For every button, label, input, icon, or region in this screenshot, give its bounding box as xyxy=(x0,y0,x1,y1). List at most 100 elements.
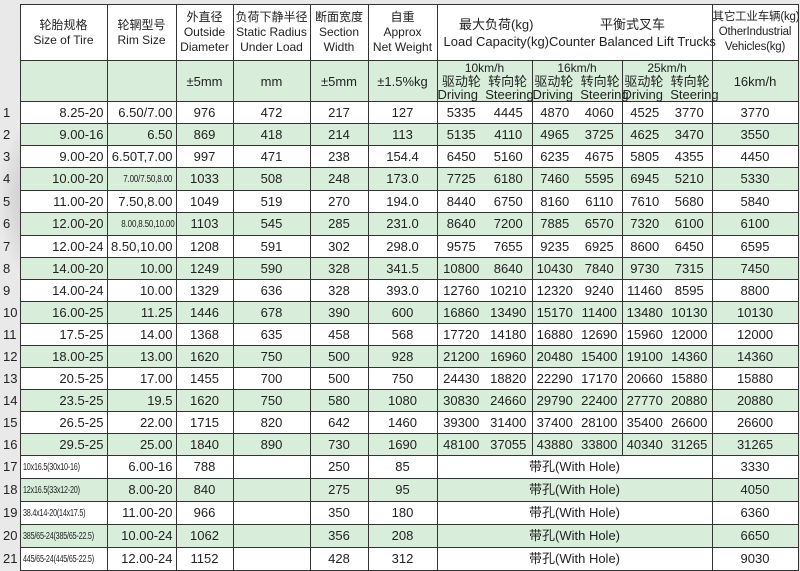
cell-load-driving: 5805 xyxy=(621,145,667,168)
cell-load-driving: 7725 xyxy=(436,167,485,191)
header-en: Static Radius xyxy=(236,25,307,39)
cell-outside-diameter: 1033 xyxy=(175,167,234,191)
cell-load-steering: 7200 xyxy=(485,212,533,236)
cell-load-driving: 6945 xyxy=(621,167,667,191)
cell-load-driving: 15170 xyxy=(531,301,577,324)
cell-static-radius: 635 xyxy=(232,323,311,346)
cell-load-steering: 8640 xyxy=(485,257,533,280)
row-number: 13 xyxy=(3,370,18,386)
cell-net-weight: 1460 xyxy=(367,411,438,434)
table-row: 14 23.5-25 19.5 1620 750 580 1080 30830 24660 297… xyxy=(0,389,799,412)
cell-outside-diameter: 1103 xyxy=(175,212,234,236)
units-speed-10: 10km/h 驱动轮 转向轮 Driving Steering xyxy=(436,60,534,102)
row-number: 16 xyxy=(3,436,18,452)
cell-section-width: 238 xyxy=(309,145,369,168)
row-number: 6 xyxy=(3,216,11,231)
cell-load-steering: 20880 xyxy=(667,389,713,412)
cell-load-driving: 37400 xyxy=(531,411,577,434)
cell-load-steering: 6110 xyxy=(577,190,623,213)
cell-net-weight: 312 xyxy=(367,547,438,571)
cell-load-steering: 7840 xyxy=(577,257,623,280)
load-capacity-title: 最大负荷(kg) Load Capacity(kg) xyxy=(444,16,550,50)
cell-load-driving: 30830 xyxy=(436,389,485,412)
driving-cn: 驱动轮 xyxy=(534,74,574,89)
cell-static-radius: 508 xyxy=(232,167,311,191)
cell-other-vehicles: 31265 xyxy=(711,433,799,456)
cell-load-steering: 10210 xyxy=(485,279,533,302)
driving-en: Driving xyxy=(622,87,663,102)
cell-section-width: 328 xyxy=(309,257,369,280)
header-cn: 平衡式叉车 xyxy=(599,16,665,32)
cell-load-steering: 14180 xyxy=(485,323,533,346)
cell-other-vehicles: 6650 xyxy=(711,524,799,548)
table-row: 17 10x16.5(30x10-16) 6.00-16 788 250 85 带孔(Wit… xyxy=(0,455,799,479)
row-number: 12 xyxy=(3,348,18,364)
units-tire xyxy=(19,60,108,102)
steering-en: Steering xyxy=(670,87,719,102)
cell-load-driving: 8640 xyxy=(436,212,485,236)
cell-net-weight: 1080 xyxy=(367,389,438,412)
cell-with-hole: 带孔(With Hole) xyxy=(436,547,713,571)
cell-tire-size: 9.00-16 xyxy=(19,123,108,146)
cell-load-steering: 4355 xyxy=(667,145,713,168)
cell-static-radius: 591 xyxy=(232,235,311,258)
cell-load-steering: 28100 xyxy=(577,411,623,434)
cell-load-driving: 5335 xyxy=(436,101,485,124)
cell-outside-diameter: 997 xyxy=(175,145,234,168)
cell-other-vehicles: 26600 xyxy=(711,411,799,434)
speed-label: 16km/h xyxy=(557,61,597,75)
cell-tire-size: 14.00-20 xyxy=(19,257,108,280)
cell-rim-size: 6.00-16 xyxy=(106,455,177,479)
cell-tire-size: 11.00-20 xyxy=(19,190,108,213)
cell-load-driving: 7610 xyxy=(621,190,667,213)
cell-load-driving: 27770 xyxy=(621,389,667,412)
header-load-capacity: 最大负荷(kg) Load Capacity(kg) 平衡式叉车 Counter B… xyxy=(436,4,716,61)
cell-load-driving: 16860 xyxy=(436,301,485,324)
cell-static-radius: 636 xyxy=(232,279,311,302)
cell-tire-size: 445/65-24(445/65-22.5) xyxy=(19,547,108,571)
cell-rim-size: 10.00 xyxy=(106,279,177,302)
cell-static-radius: 590 xyxy=(232,257,311,280)
header-static-radius: 负荷下静半径 Static Radius Under Load xyxy=(232,4,311,61)
cell-outside-diameter: 1062 xyxy=(175,524,234,548)
header-cn: 轮胎规格 xyxy=(39,17,88,32)
cell-net-weight: 154.4 xyxy=(367,145,438,168)
cell-load-steering: 6450 xyxy=(667,235,713,258)
table-row: 5 11.00-20 7.50,8.00 1049 519 270 194.0 8440 675… xyxy=(0,190,799,213)
cell-other-vehicles: 5330 xyxy=(711,167,799,191)
table-row: 1 8.25-20 6.50/7.00 976 472 217 127 5335 4445 487… xyxy=(0,101,799,124)
table-row: 3 9.00-20 6.50T,7.00 997 471 238 154.4 6450 5160… xyxy=(0,145,799,168)
cell-tire-size-text: 385/65-24(385/65-22.5) xyxy=(22,531,94,542)
cell-static-radius xyxy=(232,455,311,479)
cell-outside-diameter: 1620 xyxy=(175,389,234,412)
cell-other-vehicles: 3550 xyxy=(711,123,799,146)
row-number: 8 xyxy=(3,260,11,276)
header-en: Under Load xyxy=(240,40,303,54)
cell-tire-size: 18.00-25 xyxy=(19,345,108,368)
cell-load-steering: 5160 xyxy=(485,145,533,168)
cell-load-driving: 35400 xyxy=(621,411,667,434)
row-number: 4 xyxy=(3,171,11,186)
cell-static-radius: 700 xyxy=(232,367,311,390)
cell-other-vehicles: 20880 xyxy=(711,389,799,412)
header-en: Size of Tire xyxy=(33,32,94,47)
units-row: ±5mm mm ±5mm ±1.5%kg 10km/h 驱动轮 转向轮 Drivin… xyxy=(0,60,799,102)
cell-rim-size: 8.50,10.00 xyxy=(106,235,177,258)
cell-rim-size: 6.50/7.00 xyxy=(106,101,177,124)
cell-load-steering: 3770 xyxy=(667,101,713,124)
table-row: 4 10.00-20 7.00/7.50,8.00 1033 508 248 173.0 77… xyxy=(0,167,799,191)
cell-load-steering: 18820 xyxy=(485,367,533,390)
row-number-header xyxy=(0,5,20,61)
cell-net-weight: 180 xyxy=(367,501,438,525)
cell-other-vehicles: 9030 xyxy=(711,547,799,571)
cell-load-driving: 48100 xyxy=(436,433,485,456)
cell-section-width: 642 xyxy=(309,411,369,434)
table-row: 18 12x16.5(33x12-20) 8.00-20 840 275 95 带孔(Wit… xyxy=(0,478,799,502)
cell-load-driving: 4965 xyxy=(531,123,577,146)
header-en: Load Capacity(kg) xyxy=(443,33,550,49)
cell-outside-diameter: 1715 xyxy=(175,411,234,434)
cell-rim-size: 6.50 xyxy=(106,123,177,146)
cell-net-weight: 231.0 xyxy=(367,212,438,236)
cell-load-steering: 15880 xyxy=(667,367,713,390)
cell-load-steering: 37055 xyxy=(485,433,533,456)
